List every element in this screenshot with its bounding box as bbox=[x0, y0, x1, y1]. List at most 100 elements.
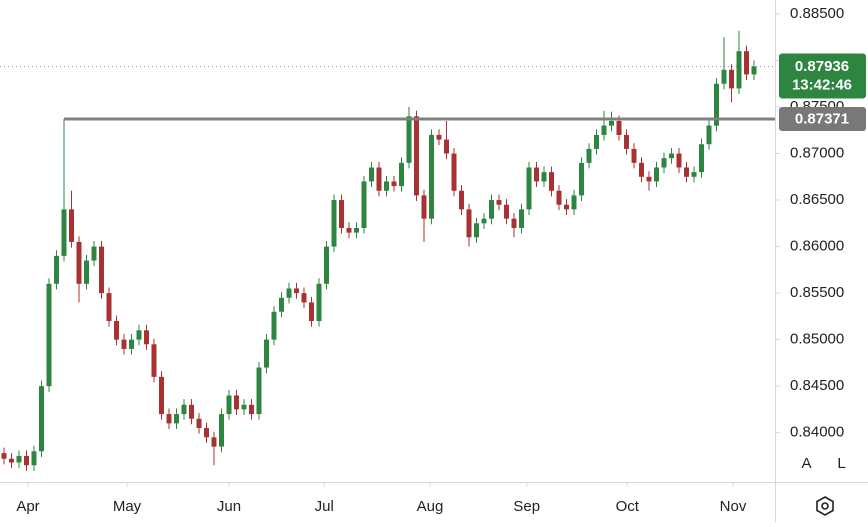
candle-body bbox=[1, 453, 7, 459]
auto-scale-button[interactable] bbox=[793, 450, 820, 477]
candle-body bbox=[166, 414, 172, 424]
settings-button[interactable] bbox=[816, 496, 834, 516]
candle-body bbox=[594, 134, 599, 149]
candle-body bbox=[264, 339, 269, 368]
candle-body bbox=[406, 116, 412, 163]
candle-body bbox=[339, 200, 344, 228]
button-label[interactable]: A bbox=[801, 455, 811, 472]
candle-body bbox=[271, 311, 277, 340]
price-level-label: 0.87371 bbox=[795, 110, 849, 127]
y-tick-label: 0.86500 bbox=[790, 191, 844, 208]
candle-body bbox=[196, 418, 202, 429]
y-tick-label: 0.84000 bbox=[790, 424, 844, 441]
candle-body bbox=[46, 283, 52, 387]
candle-body bbox=[421, 195, 427, 219]
candle-body bbox=[751, 66, 757, 75]
candle-body bbox=[204, 428, 209, 438]
candle-body bbox=[466, 209, 472, 238]
candle-body bbox=[376, 167, 382, 191]
y-tick-label: 0.87000 bbox=[790, 145, 844, 162]
last-price-box bbox=[779, 53, 866, 99]
candle-body bbox=[399, 162, 404, 187]
candle-body bbox=[459, 190, 464, 210]
candle-body bbox=[136, 330, 142, 340]
candle-body bbox=[324, 246, 329, 284]
price-level-box bbox=[779, 107, 866, 132]
candle-body bbox=[571, 195, 577, 210]
candle-body bbox=[534, 167, 539, 182]
candle-body bbox=[226, 395, 232, 415]
candle-body bbox=[106, 293, 112, 322]
candle-body bbox=[541, 172, 547, 182]
y-tick-label: 0.86000 bbox=[790, 238, 844, 255]
candle-body bbox=[219, 414, 224, 447]
candle-body bbox=[129, 339, 134, 349]
candle-body bbox=[181, 404, 187, 415]
candle-body bbox=[189, 404, 194, 419]
candle-body bbox=[586, 148, 592, 163]
candle-body bbox=[661, 158, 667, 168]
x-tick-label: Jun bbox=[217, 498, 241, 515]
candle-body bbox=[451, 153, 457, 191]
settings-icon bbox=[821, 502, 829, 510]
candle-body bbox=[616, 120, 622, 135]
x-tick-label: Jul bbox=[315, 498, 334, 515]
x-tick-label: Nov bbox=[720, 498, 747, 515]
x-tick-label: Apr bbox=[16, 498, 39, 515]
candle-body bbox=[744, 51, 749, 75]
candle-body bbox=[361, 181, 367, 228]
candle-body bbox=[114, 321, 119, 340]
x-tick-label: May bbox=[113, 498, 142, 515]
y-tick-label: 0.88500 bbox=[790, 5, 844, 22]
candle-body bbox=[526, 167, 532, 210]
candle-body bbox=[354, 227, 359, 233]
candle-body bbox=[646, 176, 652, 182]
candle-body bbox=[249, 404, 254, 415]
candle-body bbox=[294, 288, 299, 294]
candle-body bbox=[481, 218, 487, 224]
log-scale-button[interactable] bbox=[828, 450, 855, 477]
y-tick-label: 0.85000 bbox=[790, 331, 844, 348]
candle-body bbox=[691, 172, 697, 177]
candle-body bbox=[699, 144, 704, 173]
candle-body bbox=[369, 167, 374, 182]
candle-body bbox=[669, 153, 674, 159]
candle-body bbox=[331, 200, 337, 247]
candle-body bbox=[714, 83, 719, 126]
candle-body bbox=[504, 204, 509, 219]
candle-body bbox=[286, 288, 292, 298]
candle-body bbox=[151, 344, 157, 377]
y-tick-label: 0.85500 bbox=[790, 284, 844, 301]
y-tick-label: 0.84500 bbox=[790, 377, 844, 394]
candle-body bbox=[556, 190, 562, 205]
candle-body bbox=[16, 455, 22, 463]
candle-body bbox=[639, 162, 644, 177]
candle-body bbox=[721, 69, 727, 84]
candle-body bbox=[414, 116, 419, 196]
candle-body bbox=[309, 302, 314, 322]
candle-body bbox=[279, 297, 284, 312]
candle-body bbox=[61, 209, 67, 256]
candle-body bbox=[76, 241, 82, 284]
candle-body bbox=[429, 134, 434, 219]
candle-body bbox=[601, 125, 607, 135]
candle-body bbox=[241, 404, 247, 410]
last-price-label: 0.87936 bbox=[795, 58, 849, 75]
candle-body bbox=[256, 367, 262, 415]
candle-body bbox=[234, 395, 239, 410]
candle-body bbox=[346, 227, 352, 233]
candle-body bbox=[609, 120, 614, 126]
candle-body bbox=[676, 153, 682, 168]
button-label[interactable]: L bbox=[837, 455, 845, 472]
candle-body bbox=[69, 209, 74, 242]
candle-body bbox=[474, 223, 479, 238]
candle-body bbox=[301, 293, 307, 303]
candle-body bbox=[31, 451, 37, 466]
candle-body bbox=[211, 437, 217, 447]
plot-area bbox=[0, 30, 775, 471]
candle-body bbox=[631, 148, 637, 163]
candle-body bbox=[39, 386, 44, 452]
candle-body bbox=[684, 167, 689, 177]
